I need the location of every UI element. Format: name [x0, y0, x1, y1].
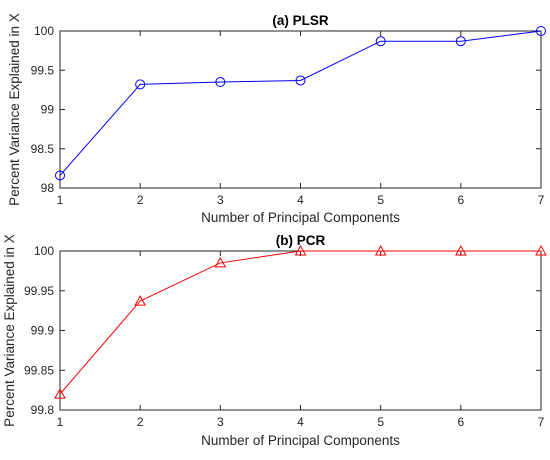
pcr-ytick-label: 99.95	[24, 284, 54, 298]
pcr-data-point	[214, 256, 227, 268]
plsr-data-point	[536, 26, 546, 36]
plsr-ytick-label: 98.5	[31, 142, 55, 156]
pcr-ytick-label: 99.9	[31, 324, 55, 338]
plsr-xtick-label: 4	[297, 193, 304, 207]
pcr-ylabel: Percent Variance Explained in X	[2, 234, 17, 427]
plsr-xtick-label: 1	[57, 193, 64, 207]
pcr-data-point	[294, 244, 307, 256]
pcr-xtick-label: 4	[297, 415, 304, 429]
plsr-xtick-label: 6	[457, 193, 464, 207]
pcr-data-point	[454, 244, 467, 256]
plsr-xtick-label: 3	[217, 193, 224, 207]
plsr-ytick-label: 99	[41, 103, 55, 117]
plsr-data-point	[215, 77, 226, 88]
pcr-chart: 1 2 3 4 5 6 7 99.8 99.85 99.9 99.95 100 (b) PCR Numbe…	[2, 233, 547, 448]
pcr-xtick-label: 5	[377, 415, 384, 429]
pcr-ytick-label: 99.85	[24, 363, 54, 377]
pcr-axes-box	[59, 250, 542, 411]
plsr-ytick-label: 98	[41, 181, 55, 195]
plsr-title: (a) PLSR	[272, 13, 329, 28]
plsr-ylabel: Percent Variance Explained in X	[7, 13, 22, 206]
plsr-xtick-label: 2	[137, 193, 144, 207]
pcr-series-line	[59, 250, 541, 395]
plsr-chart: 1 2 3 4 5 6 7 98 98.5 99 99.5 100 (a) PLSR Number of …	[7, 13, 546, 225]
pcr-xtick-label: 1	[57, 415, 64, 429]
plsr-series-line	[59, 30, 542, 176]
pcr-data-point	[535, 244, 547, 256]
pcr-xtick-label: 3	[217, 415, 224, 429]
pcr-data-point	[374, 244, 387, 256]
pcr-xtick-label: 6	[457, 415, 464, 429]
plsr-data-point	[55, 170, 65, 181]
plsr-xtick-label: 5	[377, 193, 384, 207]
plsr-data-point	[135, 79, 146, 90]
pcr-data-point	[54, 388, 66, 399]
pcr-data-point	[134, 295, 147, 306]
plsr-ytick-label: 99.5	[31, 63, 55, 77]
plsr-xtick-label: 7	[538, 193, 545, 207]
plsr-ytick-label: 100	[34, 24, 54, 38]
plsr-xlabel: Number of Principal Components	[201, 210, 400, 225]
plsr-data-point	[375, 36, 386, 47]
pcr-xtick-label: 7	[538, 415, 545, 429]
plsr-axes-box	[59, 30, 542, 189]
pcr-ytick-label: 99.8	[31, 403, 55, 417]
plsr-data-point	[455, 36, 466, 47]
plsr-data-point	[295, 75, 306, 86]
pcr-xtick-label: 2	[137, 415, 144, 429]
pcr-xlabel: Number of Principal Components	[201, 433, 400, 448]
pcr-title: (b) PCR	[276, 233, 326, 248]
pcr-ytick-label: 100	[34, 244, 54, 258]
